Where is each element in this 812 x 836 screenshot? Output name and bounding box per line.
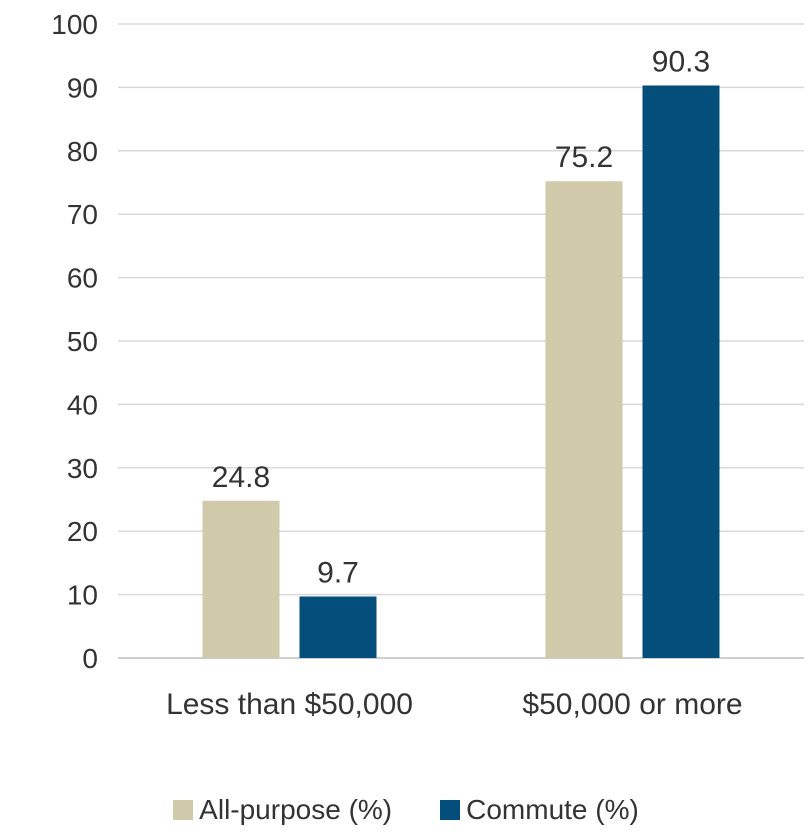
x-axis: Less than $50,000 $50,000 or more (166, 688, 743, 721)
y-tick-label: 80 (67, 136, 98, 167)
bar-commute-1 (642, 85, 720, 659)
data-labels: 24.8 9.7 75.2 90.3 (212, 45, 710, 589)
y-axis: 0 10 20 30 40 50 60 70 80 90 100 (51, 9, 98, 674)
data-label: 9.7 (317, 557, 359, 590)
bars (202, 85, 720, 659)
bar-commute-0 (299, 596, 377, 658)
y-tick-label: 10 (67, 580, 98, 611)
data-label: 90.3 (652, 45, 710, 78)
legend-label-all-purpose: All-purpose (%) (199, 794, 393, 825)
data-label: 75.2 (555, 141, 613, 174)
y-tick-label: 70 (67, 199, 98, 230)
y-tick-label: 90 (67, 72, 98, 103)
legend-swatch-all-purpose (173, 800, 194, 820)
y-tick-label: 40 (67, 389, 98, 420)
legend-label-commute: Commute (%) (466, 794, 639, 825)
y-tick-label: 30 (67, 453, 98, 484)
data-label: 24.8 (212, 461, 270, 494)
y-tick-label: 50 (67, 326, 98, 357)
x-category-label: $50,000 or more (522, 688, 742, 721)
legend-swatch-commute (440, 800, 461, 820)
x-category-label: Less than $50,000 (166, 688, 413, 721)
y-tick-label: 60 (67, 263, 98, 294)
legend-item-all-purpose: All-purpose (%) (173, 794, 392, 826)
legend-item-commute: Commute (%) (440, 794, 639, 826)
bar-chart: 0 10 20 30 40 50 60 70 80 90 100 24.8 9.7 75.2 90.3 L… (51, 9, 804, 721)
y-tick-label: 20 (67, 516, 98, 547)
y-tick-label: 100 (51, 9, 98, 40)
bar-all-purpose-1 (545, 181, 623, 658)
bar-all-purpose-0 (202, 500, 280, 658)
y-tick-label: 0 (82, 643, 98, 674)
legend: All-purpose (%) Commute (%) (0, 790, 812, 830)
